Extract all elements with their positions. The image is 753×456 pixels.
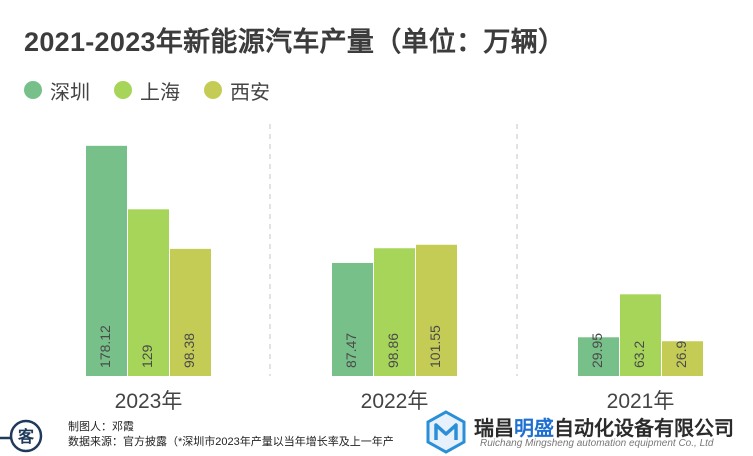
- bar: [662, 341, 703, 376]
- data-label: 178.12: [97, 325, 113, 368]
- bar: [620, 294, 661, 376]
- chart-legend: 深圳 上海 西安: [24, 76, 294, 104]
- company-name-highlight: 明盛: [514, 418, 554, 440]
- legend-label: 西安: [230, 81, 270, 104]
- bar: [374, 248, 415, 376]
- legend-item-xian: 西安: [204, 76, 270, 105]
- legend-item-shanghai: 上海: [114, 76, 180, 105]
- footer: 客 制图人：邓霞 数据来源：官方披露（*深圳市2023年产量以当年增长率及上一年…: [0, 408, 753, 456]
- x-tick-label: 2023年: [115, 390, 183, 413]
- source-text: 数据来源：官方披露（*深圳市2023年产量以当年增长率及上一年产: [68, 436, 394, 448]
- stamp-icon: 客: [0, 419, 43, 453]
- legend-label: 深圳: [50, 81, 90, 104]
- data-label: 101.55: [427, 325, 443, 368]
- legend-swatch: [114, 81, 132, 99]
- bar: [578, 337, 619, 376]
- company-name-english: Ruichang Mingsheng automation equipment …: [480, 438, 714, 449]
- legend-swatch: [24, 81, 42, 99]
- bar: [170, 248, 211, 376]
- credit-block: 制图人：邓霞 数据来源：官方披露（*深圳市2023年产量以当年增长率及上一年产: [68, 420, 394, 450]
- x-tick-label: 2022年: [361, 390, 429, 413]
- data-label: 87.47: [343, 333, 359, 368]
- legend-swatch: [204, 81, 222, 99]
- data-label: 98.38: [181, 333, 197, 368]
- bar: [416, 244, 457, 376]
- data-label: 29.95: [589, 333, 605, 368]
- data-label: 26.9: [673, 341, 689, 368]
- company-name-part: 瑞昌: [474, 418, 514, 440]
- bar: [86, 145, 127, 376]
- legend-label: 上海: [140, 81, 180, 104]
- chart-title: 2021-2023年新能源汽车产量（单位：万辆）: [24, 27, 566, 57]
- bar: [332, 262, 373, 376]
- company-name: 瑞昌明盛自动化设备有限公司: [474, 412, 734, 441]
- legend-item-shenzhen: 深圳: [24, 76, 90, 105]
- creator-text: 制图人：邓霞: [68, 421, 134, 433]
- company-logo-icon: [426, 410, 466, 454]
- data-label: 63.2: [631, 341, 647, 368]
- data-label: 98.86: [385, 333, 401, 368]
- bar: [128, 209, 169, 376]
- stamp-text: 客: [18, 427, 35, 446]
- company-name-part: 自动化设备有限公司: [554, 418, 734, 440]
- data-label: 129: [139, 344, 155, 368]
- x-tick-label: 2021年: [607, 390, 675, 413]
